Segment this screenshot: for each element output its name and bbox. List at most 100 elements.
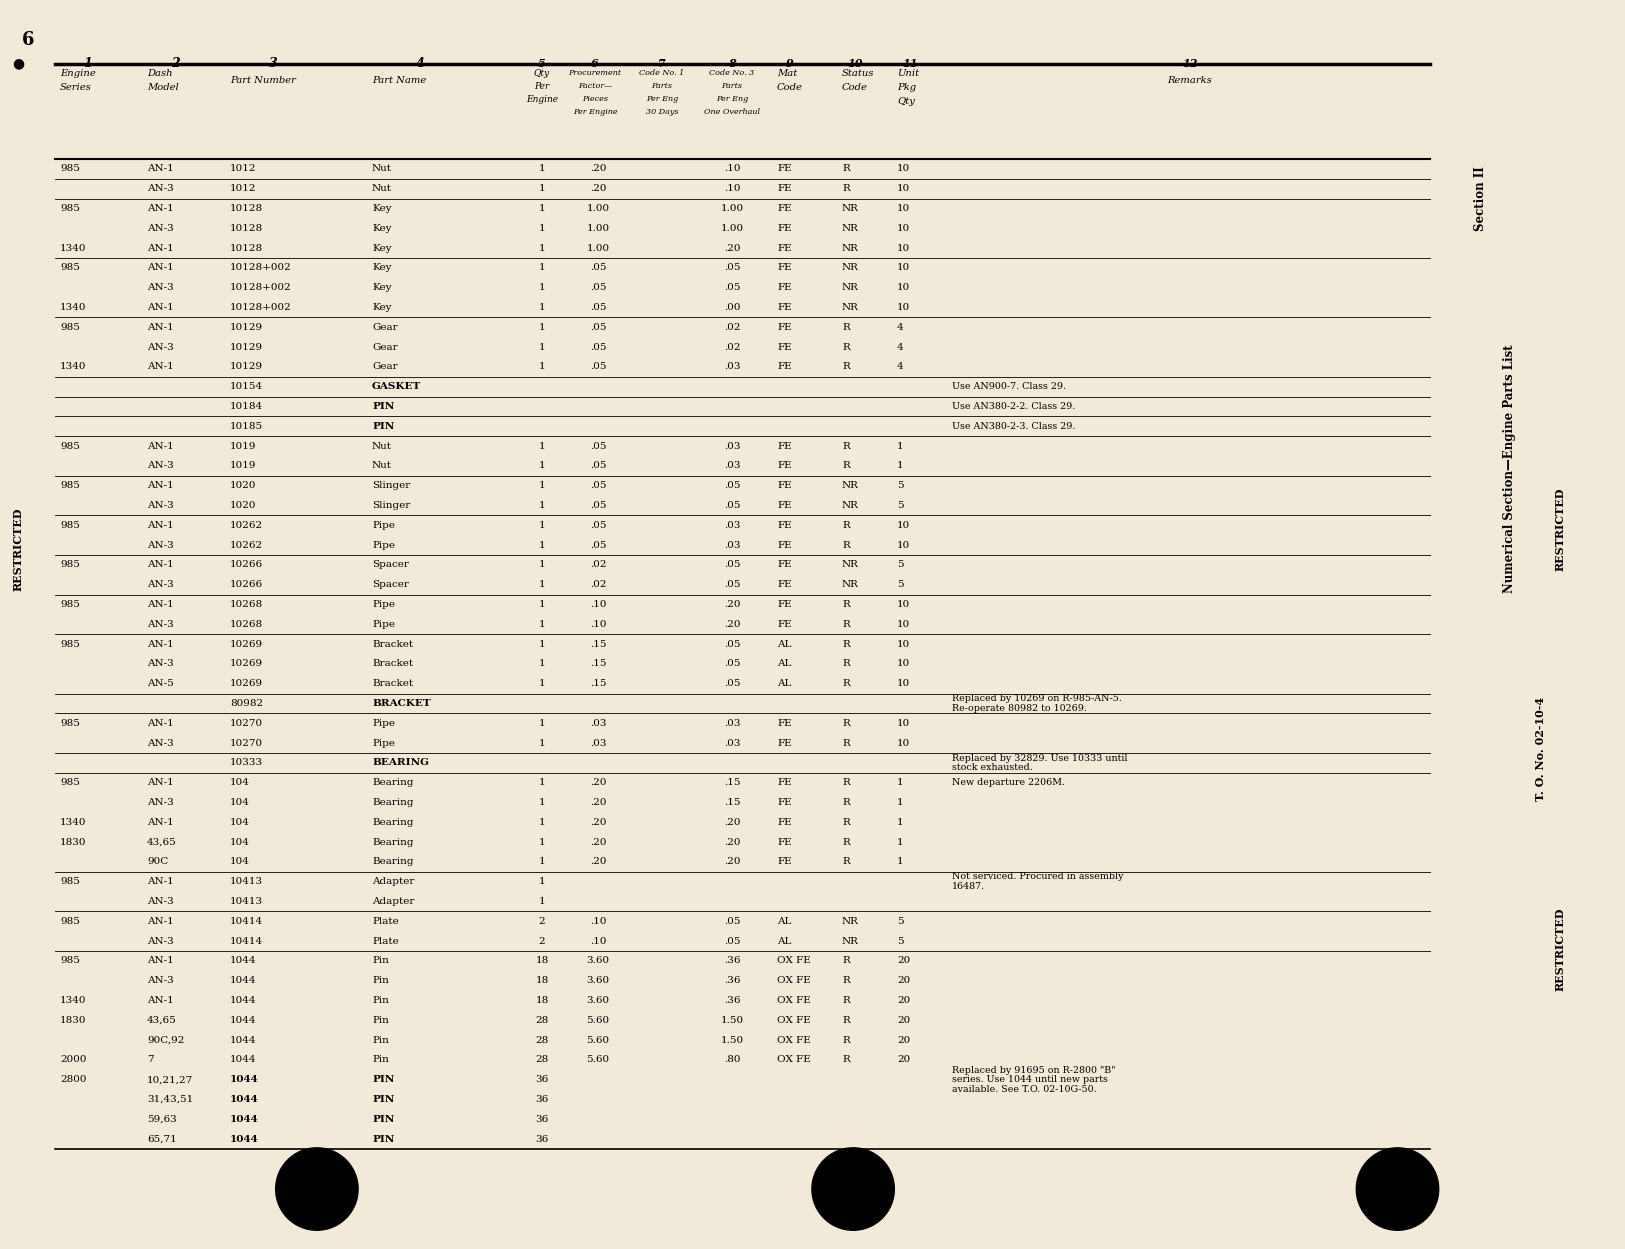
Text: 12: 12 [1183, 57, 1198, 69]
Text: 985: 985 [60, 264, 80, 272]
Text: 18: 18 [535, 977, 549, 985]
Text: R: R [842, 1015, 850, 1024]
Text: 18: 18 [535, 995, 549, 1005]
Text: Part Name: Part Name [372, 76, 426, 85]
Text: 1.00: 1.00 [720, 224, 744, 232]
Text: 10128+002: 10128+002 [231, 304, 292, 312]
Text: Bearing: Bearing [372, 798, 413, 807]
Text: R: R [842, 738, 850, 748]
Text: 1: 1 [897, 461, 904, 471]
Text: 2: 2 [540, 917, 546, 926]
Text: Key: Key [372, 224, 392, 232]
Text: 1: 1 [540, 165, 546, 174]
Text: OX FE: OX FE [777, 957, 811, 965]
Text: FE: FE [777, 838, 791, 847]
Text: R: R [842, 1035, 850, 1044]
Text: Pin: Pin [372, 1055, 388, 1064]
Circle shape [1357, 1148, 1438, 1230]
Text: 1: 1 [897, 857, 904, 867]
Text: stock exhausted.: stock exhausted. [952, 763, 1034, 772]
Text: 3.60: 3.60 [587, 977, 609, 985]
Text: 1: 1 [540, 620, 546, 628]
Text: 8: 8 [728, 57, 736, 69]
Text: .05: .05 [590, 264, 606, 272]
Text: 1: 1 [540, 244, 546, 252]
Text: AL: AL [777, 917, 791, 926]
Text: 1: 1 [540, 659, 546, 668]
Text: 28: 28 [535, 1035, 549, 1044]
Text: 5: 5 [897, 501, 904, 510]
Text: 1: 1 [540, 679, 546, 688]
Text: .05: .05 [723, 581, 741, 590]
Text: 18: 18 [535, 957, 549, 965]
Text: 1.50: 1.50 [720, 1015, 744, 1024]
Text: .03: .03 [723, 738, 741, 748]
Text: R: R [842, 679, 850, 688]
Text: FE: FE [777, 818, 791, 827]
Text: 36: 36 [535, 1095, 549, 1104]
Text: NR: NR [842, 304, 860, 312]
Text: 1019: 1019 [231, 442, 257, 451]
Text: 1: 1 [540, 897, 546, 906]
Text: .03: .03 [723, 521, 741, 530]
Text: .05: .05 [590, 304, 606, 312]
Text: 1: 1 [540, 877, 546, 887]
Text: Key: Key [372, 264, 392, 272]
Text: 4: 4 [897, 362, 904, 371]
Text: 10: 10 [897, 284, 910, 292]
Text: .20: .20 [723, 818, 741, 827]
Text: Pipe: Pipe [372, 600, 395, 610]
Text: .02: .02 [590, 561, 606, 570]
Text: AN-3: AN-3 [146, 659, 174, 668]
Text: Parts: Parts [722, 82, 743, 90]
Text: 1830: 1830 [60, 1015, 86, 1024]
Text: RESTRICTED: RESTRICTED [1555, 907, 1565, 990]
Text: 104: 104 [231, 838, 250, 847]
Text: 1012: 1012 [231, 165, 257, 174]
Text: Pin: Pin [372, 977, 388, 985]
Text: .15: .15 [590, 659, 606, 668]
Text: .05: .05 [723, 937, 741, 945]
Text: 6: 6 [592, 57, 600, 69]
Text: FE: FE [777, 204, 791, 214]
Text: Factor—: Factor— [578, 82, 613, 90]
Text: 1: 1 [540, 639, 546, 648]
Text: .03: .03 [723, 719, 741, 728]
Text: Gear: Gear [372, 362, 398, 371]
Text: AN-1: AN-1 [146, 600, 174, 610]
Text: 104: 104 [231, 778, 250, 787]
Text: 43,65: 43,65 [146, 838, 177, 847]
Text: 985: 985 [60, 877, 80, 887]
Text: Key: Key [372, 244, 392, 252]
Text: Pipe: Pipe [372, 738, 395, 748]
Text: 985: 985 [60, 957, 80, 965]
Text: 1340: 1340 [60, 304, 86, 312]
Text: 1340: 1340 [60, 362, 86, 371]
Text: 1044: 1044 [231, 1035, 257, 1044]
Text: 10129: 10129 [231, 342, 263, 352]
Text: AN-1: AN-1 [146, 877, 174, 887]
Text: 5: 5 [897, 581, 904, 590]
Text: 985: 985 [60, 442, 80, 451]
Text: FE: FE [777, 244, 791, 252]
Text: OX FE: OX FE [777, 1035, 811, 1044]
Text: Per Eng: Per Eng [645, 95, 678, 102]
Text: 16487.: 16487. [952, 882, 985, 891]
Text: Code No. 3: Code No. 3 [710, 69, 754, 77]
Text: .20: .20 [590, 165, 606, 174]
Text: 985: 985 [60, 639, 80, 648]
Text: .10: .10 [590, 600, 606, 610]
Text: AN-3: AN-3 [146, 541, 174, 550]
Text: 1044: 1044 [231, 1055, 257, 1064]
Text: BRACKET: BRACKET [372, 699, 431, 708]
Text: available. See T.O. 02-10G-50.: available. See T.O. 02-10G-50. [952, 1084, 1097, 1094]
Text: 1340: 1340 [60, 818, 86, 827]
Text: FE: FE [777, 719, 791, 728]
Text: R: R [842, 798, 850, 807]
Text: .05: .05 [590, 362, 606, 371]
Text: Pipe: Pipe [372, 521, 395, 530]
Text: Bearing: Bearing [372, 778, 413, 787]
Text: 985: 985 [60, 521, 80, 530]
Text: .05: .05 [723, 481, 741, 490]
Text: Qty: Qty [535, 69, 549, 77]
